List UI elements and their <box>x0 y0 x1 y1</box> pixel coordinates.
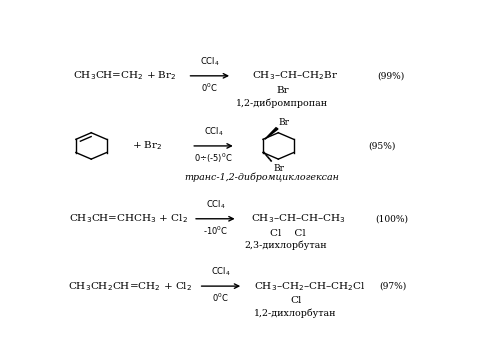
Text: CH$_3$CH=CH$_2$ + Br$_2$: CH$_3$CH=CH$_2$ + Br$_2$ <box>73 69 176 82</box>
Text: CH$_3$CH$_2$CH=CH$_2$ + Cl$_2$: CH$_3$CH$_2$CH=CH$_2$ + Cl$_2$ <box>68 280 192 292</box>
Text: (100%): (100%) <box>375 214 408 223</box>
Text: CH$_3$CH=CHCH$_3$ + Cl$_2$: CH$_3$CH=CHCH$_3$ + Cl$_2$ <box>69 212 188 225</box>
Polygon shape <box>265 128 278 139</box>
Text: Br: Br <box>273 164 284 172</box>
Text: 1,2-дихлорбутан: 1,2-дихлорбутан <box>254 308 336 318</box>
Text: (99%): (99%) <box>378 71 405 80</box>
Text: 0$^0$C: 0$^0$C <box>213 292 229 304</box>
Text: (95%): (95%) <box>369 141 396 150</box>
Text: 1,2-дибромпропан: 1,2-дибромпропан <box>236 98 328 107</box>
Text: Br: Br <box>279 118 290 127</box>
Text: Cl: Cl <box>291 296 302 305</box>
Text: Cl    Cl: Cl Cl <box>270 228 305 237</box>
Text: транс-1,2-дибромциклогексан: транс-1,2-дибромциклогексан <box>184 173 339 182</box>
Text: 2,3-дихлорбутан: 2,3-дихлорбутан <box>244 241 327 251</box>
Text: CCl$_4$: CCl$_4$ <box>200 56 219 68</box>
Text: -10$^0$C: -10$^0$C <box>203 224 228 237</box>
Text: CCl$_4$: CCl$_4$ <box>211 266 231 278</box>
Text: CH$_3$–CH$_2$–CH–CH$_2$Cl: CH$_3$–CH$_2$–CH–CH$_2$Cl <box>254 280 366 292</box>
Text: CCl$_4$: CCl$_4$ <box>206 198 225 211</box>
Text: 0$^0$C: 0$^0$C <box>201 81 218 94</box>
Text: (97%): (97%) <box>380 282 407 291</box>
Text: Br: Br <box>276 86 289 95</box>
Text: + Br$_2$: + Br$_2$ <box>131 140 162 152</box>
Text: 0÷(-5)$^0$C: 0÷(-5)$^0$C <box>194 151 233 165</box>
Text: CH$_3$–CH–CH$_2$Br: CH$_3$–CH–CH$_2$Br <box>252 69 338 82</box>
Text: CCl$_4$: CCl$_4$ <box>204 126 223 138</box>
Text: CH$_3$–CH–CH–CH$_3$: CH$_3$–CH–CH–CH$_3$ <box>251 212 346 225</box>
